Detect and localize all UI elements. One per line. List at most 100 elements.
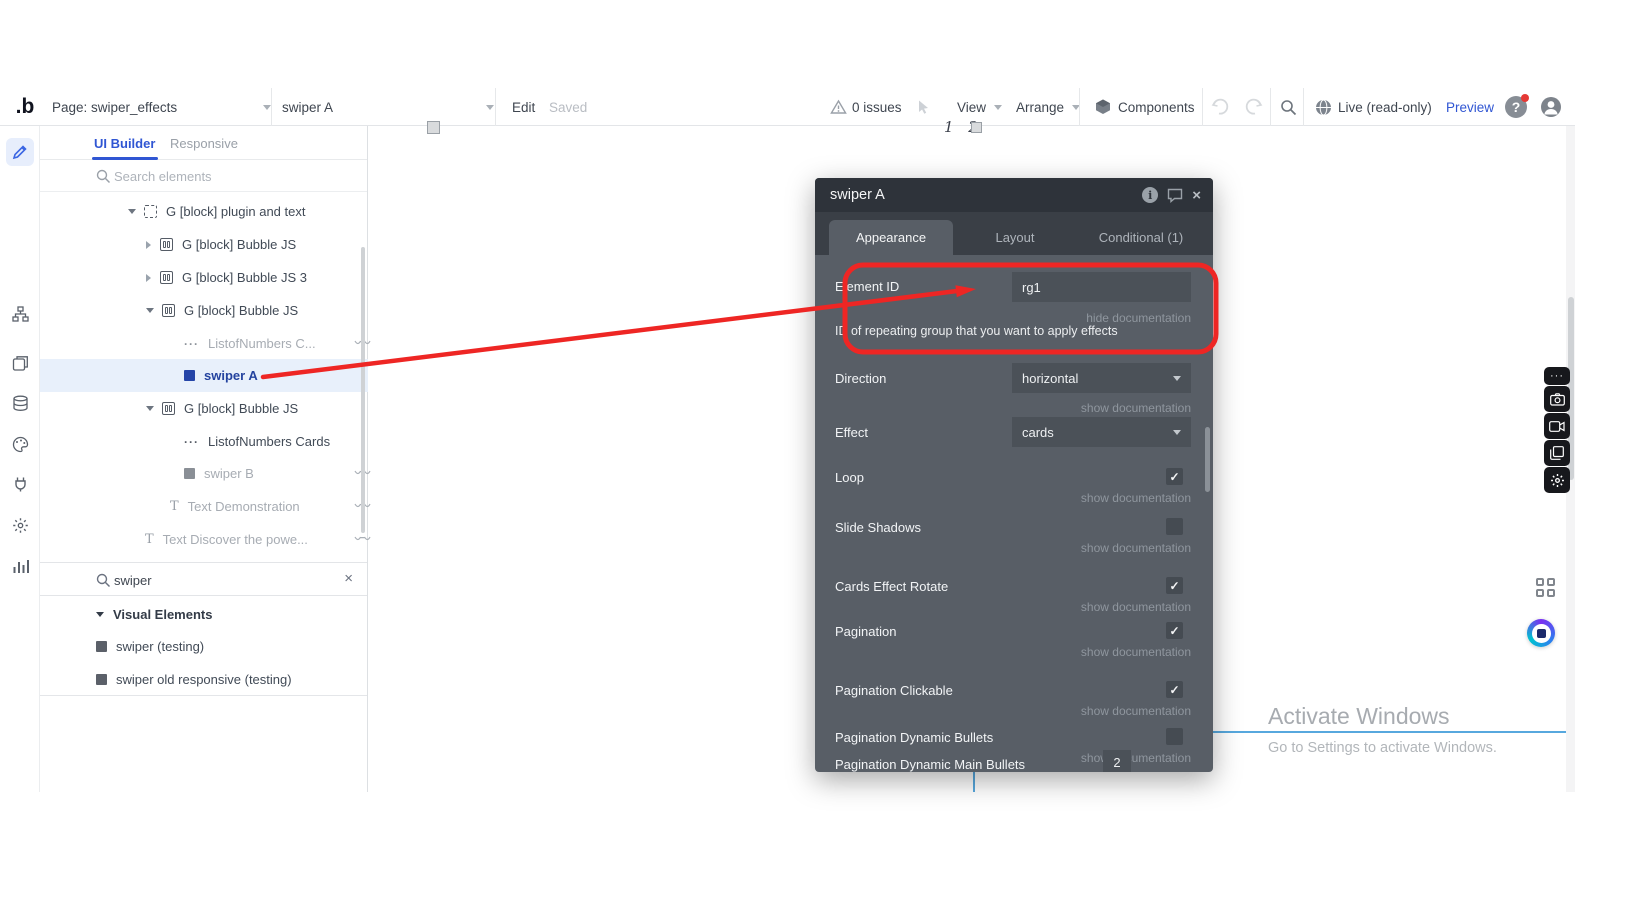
- pages-tab-button[interactable]: [6, 349, 34, 377]
- comment-icon[interactable]: [1167, 188, 1183, 203]
- redo-icon[interactable]: [1242, 97, 1264, 117]
- pointer-tool-icon[interactable]: [916, 99, 931, 115]
- property-editor-header[interactable]: swiper A i ×: [815, 178, 1213, 212]
- tab-conditional[interactable]: Conditional (1): [1098, 230, 1184, 245]
- tree-item[interactable]: G [block] Bubble JS: [40, 294, 368, 327]
- pagination-dynamic-main-bullets-input[interactable]: 2: [1103, 750, 1131, 772]
- cards-effect-rotate-label: Cards Effect Rotate: [835, 579, 949, 594]
- windows-button[interactable]: [1544, 440, 1570, 466]
- activate-windows-subtext: Go to Settings to activate Windows.: [1268, 740, 1497, 756]
- result-item[interactable]: swiper old responsive (testing): [40, 663, 367, 696]
- results-group-header[interactable]: Visual Elements: [40, 598, 367, 630]
- caret-down-icon[interactable]: [146, 406, 154, 411]
- help-button[interactable]: ?: [1505, 94, 1529, 118]
- show-documentation-link[interactable]: show documentation: [1080, 600, 1191, 614]
- caret-down-icon[interactable]: [146, 308, 154, 313]
- workflow-tab-button[interactable]: [6, 300, 34, 328]
- close-icon[interactable]: ×: [1192, 186, 1201, 204]
- arrange-menu[interactable]: Arrange: [1016, 88, 1081, 126]
- tree-item[interactable]: G [block] Bubble JS 3: [40, 261, 368, 294]
- divider: [1079, 88, 1080, 126]
- capture-settings-button[interactable]: [1544, 467, 1570, 493]
- selection-handle[interactable]: [427, 121, 440, 134]
- element-selector-caret-icon: [486, 105, 494, 110]
- live-readonly-button[interactable]: Live (read-only): [1338, 99, 1432, 115]
- divider: [1270, 88, 1271, 126]
- record-button[interactable]: [1544, 413, 1570, 439]
- screenshot-button[interactable]: [1544, 386, 1570, 412]
- pagination-checkbox[interactable]: ✓: [1166, 622, 1183, 639]
- settings-tab-button[interactable]: [6, 511, 34, 539]
- element-selector[interactable]: swiper A: [282, 99, 334, 115]
- tree-item-selected[interactable]: swiper A: [40, 359, 368, 392]
- search-elements-input[interactable]: [114, 164, 344, 188]
- element-id-input[interactable]: rg1: [1012, 272, 1191, 302]
- show-documentation-link[interactable]: show documentation: [1080, 491, 1191, 505]
- plugins-tab-button[interactable]: [6, 470, 34, 498]
- hide-documentation-link[interactable]: hide documentation: [1086, 311, 1191, 325]
- logs-tab-button[interactable]: [6, 552, 34, 580]
- tree-item[interactable]: ··· ListofNumbers Cards: [184, 434, 331, 449]
- tree-item[interactable]: G [block] Bubble JS: [40, 228, 368, 261]
- view-menu[interactable]: View: [957, 88, 1003, 126]
- show-documentation-link[interactable]: show documentation: [1080, 704, 1191, 718]
- repeating-group-icon: ···: [184, 336, 199, 351]
- tree-item[interactable]: swiper B: [40, 457, 371, 490]
- pagination-clickable-checkbox[interactable]: ✓: [1166, 681, 1183, 698]
- tab-layout[interactable]: Layout: [995, 230, 1035, 245]
- tab-appearance[interactable]: Appearance: [829, 220, 953, 255]
- selection-handle[interactable]: [971, 122, 982, 133]
- loop-checkbox[interactable]: ✓: [1166, 468, 1183, 485]
- design-tab-button[interactable]: [6, 138, 34, 166]
- shape-icon: [184, 468, 195, 479]
- extension-grid-icon[interactable]: [1536, 578, 1556, 598]
- top-toolbar: .b Page: swiper_effects swiper A Edit Sa…: [0, 88, 1575, 126]
- window-scrollbar[interactable]: [1566, 126, 1575, 792]
- issues-button[interactable]: 0 issues: [852, 99, 902, 115]
- effect-dropdown[interactable]: cards: [1012, 417, 1191, 447]
- show-documentation-link[interactable]: show documentation: [1080, 401, 1191, 415]
- element-filter-input[interactable]: [114, 568, 354, 592]
- slide-shadows-checkbox[interactable]: ✓: [1166, 518, 1183, 535]
- pages-icon: [12, 355, 28, 371]
- tab-ui-builder[interactable]: UI Builder: [94, 135, 156, 151]
- show-documentation-link[interactable]: show documentation: [1080, 645, 1191, 659]
- direction-dropdown[interactable]: horizontal: [1012, 363, 1191, 393]
- panel-scrollbar[interactable]: [1205, 427, 1210, 492]
- result-item[interactable]: swiper (testing): [40, 630, 367, 663]
- components-button[interactable]: Components: [1118, 99, 1195, 115]
- user-avatar[interactable]: [1540, 96, 1562, 118]
- tree-scrollbar[interactable]: [361, 247, 365, 533]
- tree-item[interactable]: T Text Discover the powe...: [40, 523, 371, 556]
- saved-status: Saved: [549, 99, 588, 115]
- slide-shadows-label: Slide Shadows: [835, 520, 921, 535]
- undo-icon[interactable]: [1210, 97, 1232, 117]
- clear-search-icon[interactable]: ×: [344, 570, 353, 587]
- styles-tab-button[interactable]: [6, 430, 34, 458]
- shape-icon: [184, 370, 195, 381]
- tree-item[interactable]: G [block] Bubble JS: [40, 392, 368, 425]
- extension-logo-button[interactable]: [1527, 619, 1555, 647]
- caret-right-icon[interactable]: [146, 273, 151, 282]
- pagination-dynamic-bullets-checkbox[interactable]: ✓: [1166, 728, 1183, 745]
- edit-mode-button[interactable]: Edit: [512, 99, 536, 115]
- tree-item[interactable]: T Text Demonstration: [40, 490, 371, 523]
- tab-responsive[interactable]: Responsive: [170, 135, 238, 151]
- caret-right-icon[interactable]: [146, 240, 151, 249]
- window-scrollbar-thumb[interactable]: [1567, 297, 1574, 480]
- page-selector[interactable]: Page: swiper_effects: [52, 99, 178, 115]
- dashed-group-icon: [144, 205, 157, 218]
- cards-effect-rotate-checkbox[interactable]: ✓: [1166, 577, 1183, 594]
- tree-item[interactable]: G [block] plugin and text: [40, 195, 368, 228]
- search-icon[interactable]: [1280, 99, 1297, 116]
- direction-label: Direction: [835, 371, 887, 386]
- preview-button[interactable]: Preview: [1446, 99, 1495, 115]
- capture-menu-button[interactable]: ···: [1544, 367, 1570, 385]
- caret-down-icon[interactable]: [128, 209, 136, 214]
- info-icon[interactable]: i: [1142, 187, 1159, 203]
- bubble-logo[interactable]: .b: [15, 95, 35, 118]
- tree-item[interactable]: ··· ListofNumbers C...: [40, 327, 371, 360]
- show-documentation-link[interactable]: show documentation: [1080, 751, 1191, 765]
- show-documentation-link[interactable]: show documentation: [1080, 541, 1191, 555]
- data-tab-button[interactable]: [6, 389, 34, 417]
